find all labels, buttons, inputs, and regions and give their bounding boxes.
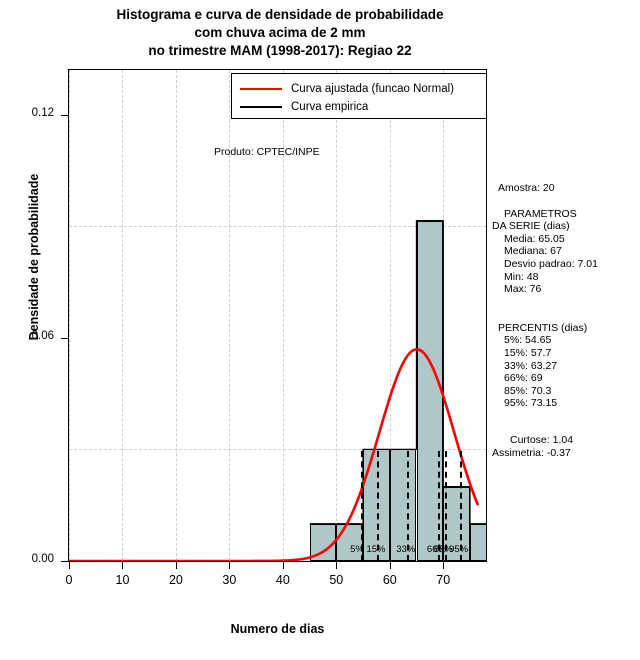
x-axis-tick-label: 20 [168,573,183,587]
percentile-label: 95% [449,544,469,555]
percentile-line [444,451,447,561]
percentile-line [361,451,364,561]
stat-media: Media: 65.05 [504,232,565,245]
plot-area: 5% 15% 33% 66% 85% 95% Produto: CPTEC/INPE [68,69,487,562]
percentile-label: 5% [350,544,364,555]
empirical-curve [309,220,486,525]
gridline-vertical [389,70,391,561]
gridline-horizontal [69,449,486,451]
stat-p15: 15%: 57.7 [504,346,552,359]
y-axis-tick-label: 0.00 [31,553,54,565]
stat-p33: 33%: 63.27 [504,359,558,372]
x-axis-tick [336,562,338,569]
chart-title-line-2: com chuva acima de 2 mm [194,25,366,40]
stat-max: Max: 76 [504,283,542,296]
legend-label-empirical: Curva empirica [291,101,369,113]
fitted-normal-curve [69,348,480,561]
percentile-label: 15% [366,544,386,555]
chart-title-line-3: no trimestre MAM (1998-2017): Regiao 22 [148,43,412,58]
stat-p66: 66%: 69 [504,372,543,385]
x-axis-tick [389,562,391,569]
stat-assimetria: Assimetria: -0.37 [492,446,571,459]
stat-p95: 95%: 73.15 [504,397,558,410]
percentile-label: 85% [433,544,453,555]
percentile-line [377,451,380,561]
x-axis-tick-label: 0 [65,573,73,587]
y-axis-tick [61,337,68,339]
x-axis-tick [122,562,124,569]
produto-annotation: Produto: CPTEC/INPE [214,146,320,158]
histogram-bar [389,449,417,561]
x-axis-tick-label: 70 [436,573,451,587]
x-axis-tick [229,562,231,569]
spacer-2 [492,296,640,322]
y-axis-tick-label: 0.12 [31,106,54,119]
gridline-vertical [229,70,231,561]
legend-item-empirical: Curva empirica [240,99,368,115]
gridline-vertical [122,70,124,561]
stat-desvio-padrao: Desvio padrao: 7.01 [504,257,598,270]
x-axis-tick [175,562,177,569]
percentile-label: 33% [396,544,416,555]
statistics-panel: Amostra: 20 PARAMETROS DA SERIE (dias) M… [492,182,640,459]
y-axis-tick [61,114,68,116]
x-axis-tick [282,562,284,569]
y-axis-tick-label: 0.06 [31,329,54,342]
stat-percentis-header: PERCENTIS (dias) [498,321,588,334]
stat-amostra: Amostra: 20 [498,182,555,194]
percentile-label: 66% [426,544,446,555]
chart-title: Histograma e curva de densidade de proba… [0,6,560,60]
x-axis-tick-label: 50 [329,573,344,587]
legend-line-icon-fitted [240,88,282,90]
gridline-horizontal [69,226,486,228]
x-axis-tick-label: 60 [382,573,397,587]
x-axis-tick-label: 40 [275,573,290,587]
stat-curtose: Curtose: 1.04 [510,433,574,446]
stat-parametros-header-1: PARAMETROS [504,207,577,220]
percentile-line [460,451,463,561]
histogram-bar [336,523,364,561]
spacer-1 [492,195,640,208]
percentile-line [407,451,410,561]
stat-p85: 85%: 70.3 [504,384,552,397]
gridline-vertical [282,70,284,561]
stat-mediana: Mediana: 67 [504,245,562,258]
stat-min: Min: 48 [504,270,539,283]
stat-parametros-header-2: DA SERIE (dias) [492,220,570,233]
histogram-bar [443,486,470,561]
x-axis-tick [443,562,445,569]
legend-line-icon-empirical [240,106,282,108]
legend-label-fitted: Curva ajustada (funcao Normal) [291,83,454,95]
legend-item-fitted: Curva ajustada (funcao Normal) [240,81,454,97]
stat-p5: 5%: 54.65 [504,334,552,347]
chart-legend: Curva ajustada (funcao Normal) Curva emp… [231,73,487,119]
x-axis-tick-label: 30 [222,573,237,587]
gridline-vertical [175,70,177,561]
gridline-vertical [336,70,338,561]
x-axis-tick-label: 10 [115,573,130,587]
x-axis-label: Numero de dias [230,622,325,636]
y-axis-tick [61,561,68,562]
percentile-line [437,451,440,561]
chart-title-line-1: Histograma e curva de densidade de proba… [116,7,444,22]
x-axis-tick [69,562,70,569]
density-curves [69,220,486,561]
spacer-3 [492,410,640,434]
gridline-vertical [69,70,70,561]
